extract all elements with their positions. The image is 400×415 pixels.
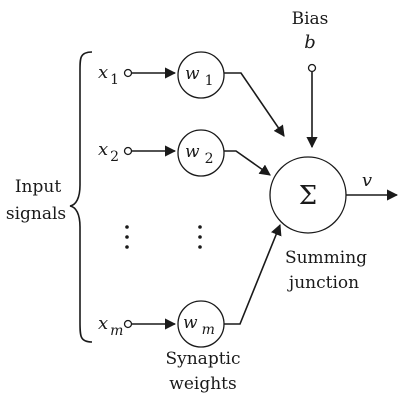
summing-junction-label-line2: junction xyxy=(287,273,359,293)
synaptic-weights-label-line1: Synaptic xyxy=(165,349,240,369)
weight-node-2 xyxy=(177,129,225,177)
input-signals-label-line2: signals xyxy=(6,204,66,224)
weight-w1-subscript: 1 xyxy=(205,73,214,89)
ellipsis-dot xyxy=(198,235,202,239)
input-x1-subscript: 1 xyxy=(110,72,119,88)
input-terminal-1 xyxy=(123,68,133,78)
ellipsis-dot xyxy=(125,225,129,229)
weight-to-sum-arrow-m xyxy=(224,223,282,325)
summing-symbol: Σ xyxy=(299,181,317,211)
output-symbol: v xyxy=(362,170,372,191)
weight-w2-subscript: 2 xyxy=(205,151,214,167)
input-terminal-m xyxy=(123,319,133,329)
bias-terminal xyxy=(307,63,317,73)
weight-to-sum-arrow-2 xyxy=(224,150,271,176)
input-brace xyxy=(69,51,93,343)
ellipsis-dot xyxy=(125,235,129,239)
weight-to-sum-arrow-1 xyxy=(224,72,285,137)
weight-node-1 xyxy=(177,51,225,99)
ellipsis-dot xyxy=(198,225,202,229)
synaptic-weights-label-line2: weights xyxy=(169,374,236,394)
ellipsis-dot xyxy=(198,245,202,249)
input-signals-label-line1: Input xyxy=(15,177,61,197)
input-xm-subscript: m xyxy=(110,323,123,339)
input-terminal-2 xyxy=(123,146,133,156)
summing-junction-label-line1: Summing xyxy=(285,248,367,268)
bias-label: Bias xyxy=(292,9,329,29)
ellipsis-dot xyxy=(125,245,129,249)
bias-symbol: b xyxy=(304,32,316,53)
weights-ellipsis xyxy=(198,225,202,249)
input-x2-subscript: 2 xyxy=(110,149,119,165)
weight-wm-subscript: m xyxy=(202,322,215,338)
inputs-ellipsis xyxy=(125,225,129,249)
